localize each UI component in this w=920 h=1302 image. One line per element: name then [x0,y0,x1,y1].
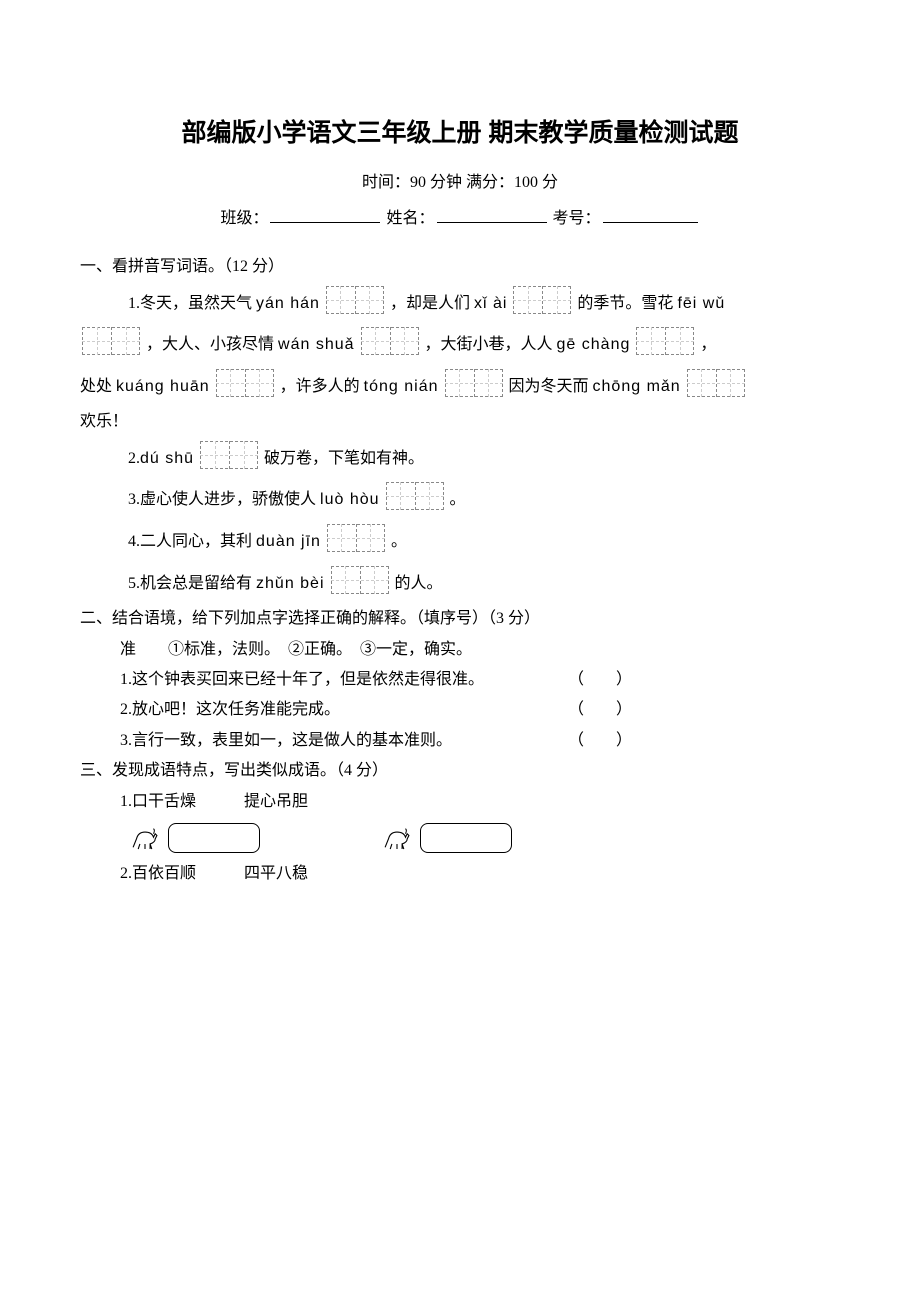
text: 2. [128,450,140,467]
pinyin: xǐ ài [474,295,507,312]
s2-def: 准 ①标准，法则。 ②正确。 ③一定，确实。 [80,635,840,665]
answer-paren[interactable]: （ ） [568,726,640,756]
text: 4.二人同心，其利 [128,533,256,550]
pinyin: kuáng huān [116,378,210,395]
s1-q1-line4: 欢乐！ [80,407,840,437]
name-blank[interactable] [437,206,547,223]
text: 因为冬天而 [509,378,593,395]
answer-grid[interactable] [386,482,444,510]
answer-grid[interactable] [327,524,385,552]
s1-q4: 4.二人同心，其利 duàn jīn 。 [80,521,840,563]
s1-q5: 5.机会总是留给有 zhǔn bèi 的人。 [80,563,840,605]
text: 2.放心吧！这次任务准能完成。 [120,695,340,725]
pinyin: yán hán [256,295,320,312]
text: 。 [391,533,407,550]
answer-grid[interactable] [513,286,571,314]
horse-icon [128,823,162,853]
text: ，大街小巷，人人 [425,336,557,353]
pinyin: gē chàng [557,336,631,353]
answer-box[interactable] [168,823,260,853]
text: 3.言行一致，表里如一，这是做人的基本准则。 [120,726,452,756]
s2-q2: 2.放心吧！这次任务准能完成。 （ ） [80,695,840,725]
s1-q3: 3.虚心使人进步，骄傲使人 luò hòu 。 [80,479,840,521]
s2-q1: 1.这个钟表买回来已经十年了，但是依然走得很准。 （ ） [80,665,840,695]
pinyin: chōng mǎn [593,378,681,395]
pinyin: luò hòu [320,491,380,508]
pinyin: dú shū [140,450,194,467]
text: 的人。 [395,575,443,592]
s2-q3: 3.言行一致，表里如一，这是做人的基本准则。 （ ） [80,726,840,756]
pinyin: fēi wǔ [677,295,725,312]
s3-q1: 1.口干舌燥 提心吊胆 [80,787,840,817]
answer-grid[interactable] [331,566,389,594]
pinyin: zhǔn bèi [256,575,325,592]
num-blank[interactable] [603,206,698,223]
text: ，大人、小孩尽情 [146,336,278,353]
text: ， [700,336,716,353]
pinyin: tóng nián [364,378,439,395]
text: 5.机会总是留给有 [128,575,256,592]
text: 破万卷，下笔如有神。 [264,450,424,467]
pinyin: duàn jīn [256,533,321,550]
text: 3.虚心使人进步，骄傲使人 [128,491,320,508]
text: 1.这个钟表买回来已经十年了，但是依然走得很准。 [120,665,484,695]
answer-grid[interactable] [326,286,384,314]
section-3-head: 三、发现成语特点，写出类似成语。（4 分） [80,756,840,786]
answer-grid[interactable] [200,441,258,469]
answer-grid[interactable] [636,327,694,355]
section-2: 二、结合语境，给下列加点字选择正确的解释。（填序号）（3 分） 准 ①标准，法则… [80,604,840,756]
text: ，却是人们 [390,295,474,312]
text: 的季节。雪花 [577,295,677,312]
page-title: 部编版小学语文三年级上册 期末教学质量检测试题 [80,110,840,158]
horse-item [380,823,512,853]
s1-q1-line3: 处处 kuáng huān ，许多人的 tóng nián 因为冬天而 chōn… [80,366,840,408]
answer-box[interactable] [420,823,512,853]
horse-icon [380,823,414,853]
class-label: 班级： [220,210,268,227]
answer-grid[interactable] [445,369,503,397]
s1-q2: 2.dú shū 破万卷，下笔如有神。 [80,438,840,480]
time-full: 时间：90 分钟 满分：100 分 [80,168,840,198]
answer-grid[interactable] [361,327,419,355]
horse-item [128,823,260,853]
text: 1.冬天，虽然天气 [128,295,256,312]
section-3: 三、发现成语特点，写出类似成语。（4 分） 1.口干舌燥 提心吊胆 2.百依百顺… [80,756,840,889]
section-2-head: 二、结合语境，给下列加点字选择正确的解释。（填序号）（3 分） [80,604,840,634]
answer-grid[interactable] [216,369,274,397]
s1-q1-line2: ，大人、小孩尽情 wán shuǎ ，大街小巷，人人 gē chàng ， [80,324,840,366]
section-1: 一、看拼音写词语。（12 分） 1.冬天，虽然天气 yán hán ，却是人们 … [80,252,840,604]
answer-grid[interactable] [82,327,140,355]
s1-q1: 1.冬天，虽然天气 yán hán ，却是人们 xǐ ài 的季节。雪花 fēi… [80,283,840,325]
text: 。 [450,491,466,508]
s3-q2: 2.百依百顺 四平八稳 [80,859,840,889]
answer-grid[interactable] [687,369,745,397]
class-blank[interactable] [270,206,380,223]
s3-horse-row [80,823,840,853]
info-line: 班级： 姓名： 考号： [80,204,840,234]
name-label: 姓名： [386,210,434,227]
answer-paren[interactable]: （ ） [568,665,640,695]
text: ，许多人的 [280,378,364,395]
text: 处处 [80,378,116,395]
pinyin: wán shuǎ [278,336,355,353]
section-1-head: 一、看拼音写词语。（12 分） [80,252,840,282]
answer-paren[interactable]: （ ） [568,695,640,725]
num-label: 考号： [553,210,601,227]
